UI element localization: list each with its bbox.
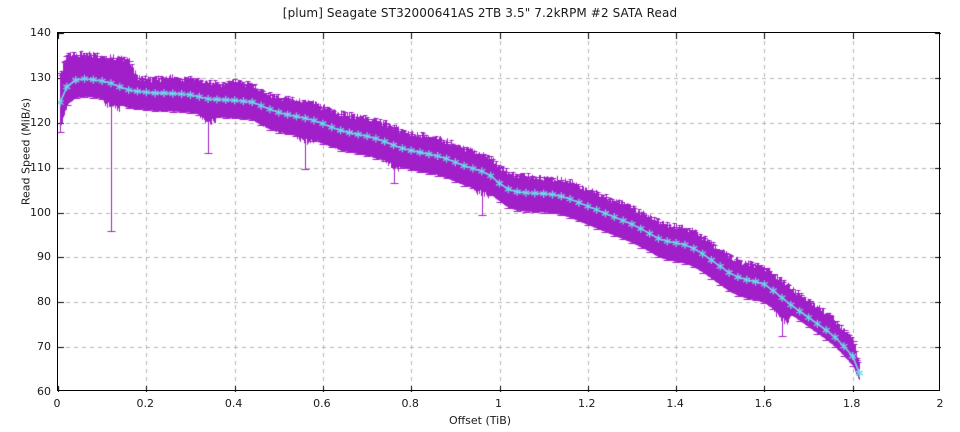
x-tick-label: 1.8 — [842, 397, 861, 410]
x-axis-title: Offset (TiB) — [448, 414, 512, 427]
plot-area — [57, 32, 941, 392]
y-tick-label: 120 — [30, 115, 51, 129]
chart-canvas — [58, 33, 941, 392]
y-tick-label: 110 — [30, 160, 51, 174]
y-tick-label: 130 — [30, 70, 51, 84]
y-tick-label: 140 — [30, 26, 51, 39]
y-tick-label: 80 — [37, 295, 51, 309]
x-tick-label: 0 — [53, 397, 61, 410]
x-tick-label: 0.8 — [401, 397, 419, 410]
x-tick-label: 0.6 — [313, 397, 331, 410]
x-tick-label: 0.2 — [136, 397, 155, 410]
x-tick-label: 1.2 — [578, 397, 596, 410]
x-tick-label: 2 — [936, 397, 944, 410]
y-tick-label: 100 — [30, 205, 51, 219]
x-tick-label: 1 — [495, 397, 502, 410]
x-tick-label: 1.6 — [754, 397, 773, 410]
y-axis-title: Read Speed (MiB/s) — [19, 97, 33, 206]
x-tick-label: 1.4 — [666, 397, 684, 410]
x-tick-label: 0.4 — [224, 397, 243, 410]
y-tick-label: 90 — [37, 250, 51, 264]
y-tick-label: 70 — [37, 340, 51, 354]
y-tick-label: 60 — [37, 385, 51, 398]
chart-title: [plum] Seagate ST32000641AS 2TB 3.5" 7.2… — [282, 6, 678, 20]
